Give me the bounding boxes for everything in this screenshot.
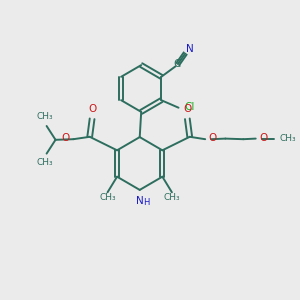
Text: N: N (136, 196, 144, 206)
Text: O: O (61, 133, 70, 143)
Text: CH₃: CH₃ (37, 112, 53, 121)
Text: O: O (259, 133, 268, 143)
Text: C: C (173, 59, 181, 69)
Text: CH₃: CH₃ (37, 158, 53, 167)
Text: H: H (144, 198, 150, 207)
Text: CH₃: CH₃ (280, 134, 296, 143)
Text: N: N (186, 44, 194, 54)
Text: O: O (183, 104, 191, 114)
Text: Cl: Cl (184, 102, 194, 112)
Text: CH₃: CH₃ (99, 193, 116, 202)
Text: O: O (88, 104, 97, 114)
Text: O: O (208, 133, 216, 143)
Text: CH₃: CH₃ (164, 193, 180, 202)
